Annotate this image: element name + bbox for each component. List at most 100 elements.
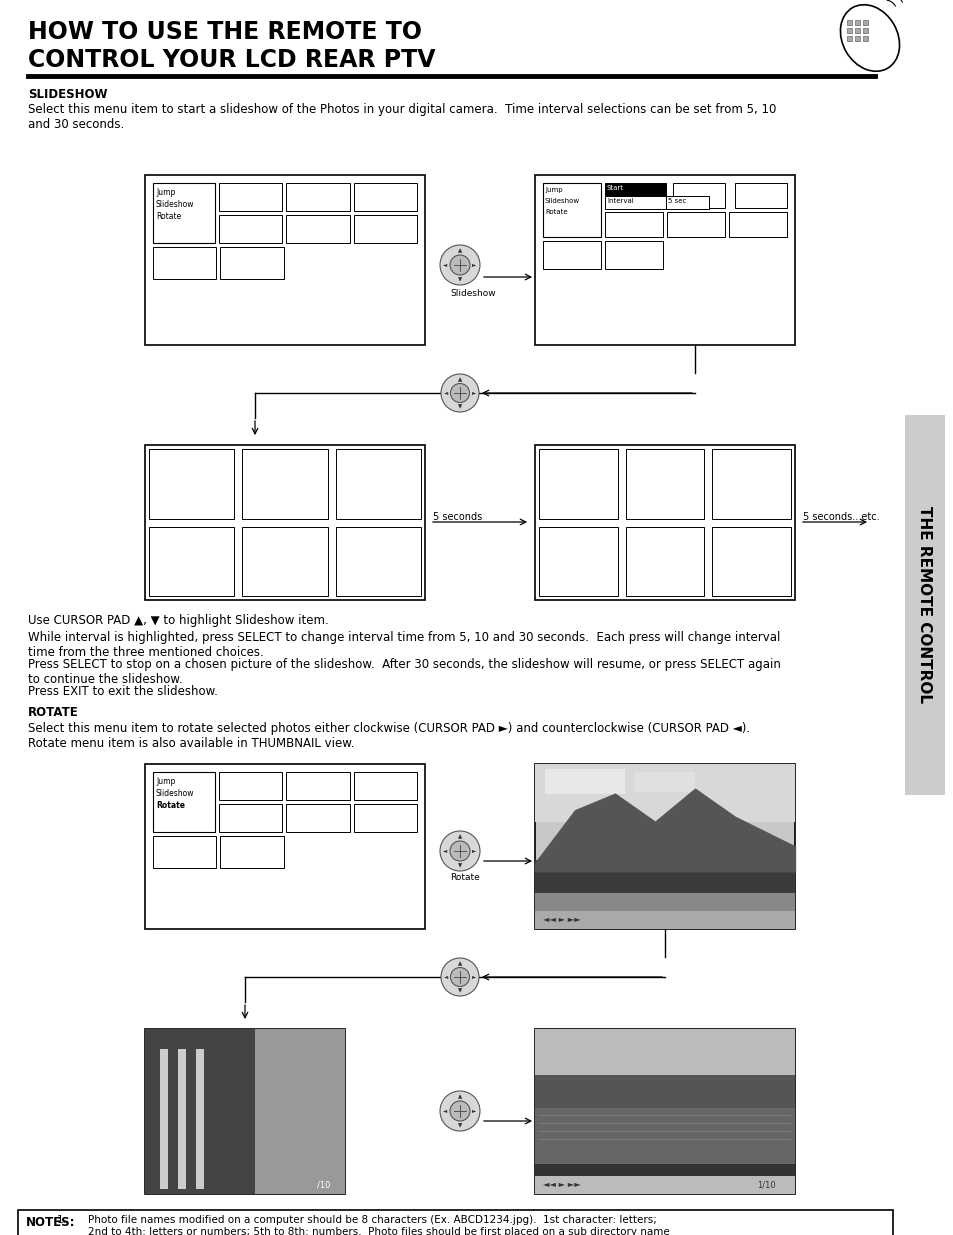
Bar: [152, 247, 216, 279]
Bar: [542, 183, 600, 237]
Bar: [145, 764, 424, 929]
Bar: [18, 1210, 892, 1235]
Text: ◄: ◄: [443, 263, 447, 268]
Text: ▼: ▼: [457, 277, 461, 282]
Bar: [354, 804, 416, 832]
Text: Select this menu item to rotate selected photos either clockwise (CURSOR PAD ►) : Select this menu item to rotate selected…: [28, 722, 749, 750]
Bar: [635, 772, 695, 792]
Bar: [846, 36, 851, 41]
Bar: [219, 772, 282, 800]
Bar: [354, 772, 416, 800]
Bar: [712, 450, 790, 519]
Text: CONTROL YOUR LCD REAR PTV: CONTROL YOUR LCD REAR PTV: [28, 48, 435, 72]
Bar: [535, 1165, 794, 1194]
Text: ◄: ◄: [444, 974, 448, 979]
Circle shape: [450, 384, 469, 403]
Circle shape: [450, 1100, 470, 1121]
Text: ROTATE: ROTATE: [28, 706, 79, 719]
Bar: [178, 1049, 186, 1189]
Bar: [335, 526, 420, 597]
Bar: [604, 183, 665, 196]
Bar: [220, 836, 283, 868]
Text: ►: ►: [471, 974, 476, 979]
Text: Slideshow: Slideshow: [450, 289, 496, 298]
Bar: [854, 20, 859, 25]
Circle shape: [440, 374, 478, 412]
Circle shape: [450, 841, 470, 861]
Text: Press SELECT to stop on a chosen picture of the slideshow.  After 30 seconds, th: Press SELECT to stop on a chosen picture…: [28, 658, 781, 685]
Text: Start: Start: [606, 185, 623, 191]
Text: SLIDESHOW: SLIDESHOW: [28, 88, 108, 101]
Bar: [604, 241, 662, 269]
Text: Photo file names modified on a computer should be 8 characters (Ex. ABCD1234.jpg: Photo file names modified on a computer …: [88, 1215, 693, 1235]
Bar: [712, 526, 790, 597]
Bar: [672, 183, 724, 207]
Text: 1/10: 1/10: [757, 1179, 775, 1189]
Text: ◄◄ ► ►►: ◄◄ ► ►►: [542, 1179, 580, 1189]
Bar: [286, 215, 350, 243]
Bar: [219, 804, 282, 832]
Bar: [160, 1049, 168, 1189]
Bar: [728, 212, 786, 237]
Text: Select this menu item to start a slideshow of the Photos in your digital camera.: Select this menu item to start a slidesh…: [28, 103, 776, 131]
Circle shape: [450, 254, 470, 275]
Bar: [535, 175, 794, 345]
Text: ▼: ▼: [457, 988, 461, 993]
Bar: [538, 526, 617, 597]
Bar: [220, 247, 283, 279]
Bar: [542, 241, 600, 269]
Text: ◄◄ ► ►►: ◄◄ ► ►►: [542, 915, 580, 924]
Bar: [625, 450, 703, 519]
Text: ▲: ▲: [457, 961, 461, 966]
Text: Jump: Jump: [156, 188, 175, 198]
Bar: [854, 36, 859, 41]
Text: Slideshow: Slideshow: [156, 200, 194, 209]
Bar: [242, 450, 327, 519]
Bar: [862, 28, 867, 33]
Bar: [535, 893, 794, 929]
Text: While interval is highlighted, press SELECT to change interval time from 5, 10 a: While interval is highlighted, press SEL…: [28, 631, 780, 659]
Bar: [219, 215, 282, 243]
Text: Jump: Jump: [544, 186, 562, 193]
Text: Slideshow: Slideshow: [156, 789, 194, 798]
Text: Interval: Interval: [606, 198, 633, 204]
Text: Press EXIT to exit the slideshow.: Press EXIT to exit the slideshow.: [28, 685, 217, 698]
Text: Rotate: Rotate: [156, 802, 185, 810]
Text: ▼: ▼: [457, 404, 461, 409]
Bar: [862, 20, 867, 25]
Text: THE REMOTE CONTROL: THE REMOTE CONTROL: [917, 506, 931, 704]
Bar: [538, 450, 617, 519]
Bar: [354, 183, 416, 211]
Bar: [145, 445, 424, 600]
Circle shape: [439, 245, 479, 285]
Bar: [604, 212, 662, 237]
Bar: [535, 445, 794, 600]
Bar: [535, 1108, 794, 1166]
Text: ►: ►: [472, 848, 476, 853]
Text: Slideshow: Slideshow: [544, 198, 579, 204]
Text: ▲: ▲: [457, 248, 461, 253]
Bar: [145, 1029, 345, 1194]
Circle shape: [450, 967, 469, 987]
Bar: [254, 1029, 345, 1194]
Circle shape: [439, 1091, 479, 1131]
Bar: [535, 911, 794, 929]
Text: ◄: ◄: [443, 848, 447, 853]
Bar: [152, 772, 214, 832]
Text: ►: ►: [472, 1109, 476, 1114]
Bar: [219, 183, 282, 211]
Bar: [535, 1029, 794, 1194]
Text: /10: /10: [316, 1181, 330, 1191]
Text: ◄: ◄: [444, 390, 448, 395]
Bar: [846, 28, 851, 33]
Text: 1.: 1.: [57, 1215, 67, 1225]
Text: 5 seconds: 5 seconds: [433, 513, 482, 522]
Text: 5 seconds.. etc.: 5 seconds.. etc.: [802, 513, 879, 522]
Text: NOTES:: NOTES:: [26, 1216, 75, 1229]
Bar: [149, 450, 234, 519]
Bar: [535, 764, 794, 929]
Text: ▲: ▲: [457, 1094, 461, 1099]
Bar: [604, 196, 665, 209]
Bar: [535, 1176, 794, 1194]
Bar: [535, 860, 794, 902]
